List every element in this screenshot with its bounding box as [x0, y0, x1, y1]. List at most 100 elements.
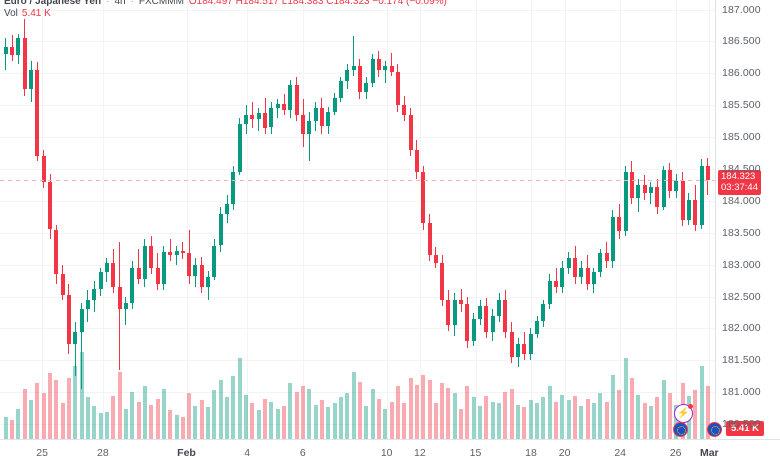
volume-bar — [338, 397, 343, 440]
volume-bar — [528, 400, 533, 440]
candle-body — [212, 245, 217, 278]
jpy-flag-icon[interactable] — [707, 422, 722, 437]
grid-line-horizontal — [0, 200, 716, 202]
symbol-title[interactable]: Euro / Japanese Yen — [4, 0, 102, 7]
time-axis-tick: 26 — [669, 447, 682, 459]
candle-wick — [384, 60, 386, 83]
candle-body — [554, 280, 558, 287]
volume-bar — [294, 391, 299, 440]
volume-bar — [408, 377, 413, 440]
volume-bar — [3, 417, 8, 440]
candle-body — [319, 108, 324, 126]
candle-body — [288, 84, 293, 111]
volume-bar — [307, 388, 312, 440]
volume-bar — [389, 401, 394, 440]
candle-wick — [258, 108, 260, 131]
volume-bar — [667, 393, 672, 440]
volume-bar — [319, 400, 324, 440]
candle-body — [301, 114, 305, 134]
candle-body — [29, 70, 33, 90]
volume-bar — [535, 403, 539, 440]
candle-body — [92, 288, 97, 300]
candle-body — [48, 181, 52, 230]
exchange-label[interactable]: FXCMMM — [138, 0, 184, 7]
volume-bar — [547, 386, 552, 440]
volume-bar — [617, 390, 622, 440]
plot-area[interactable] — [0, 0, 716, 440]
volume-bar — [168, 410, 173, 440]
candle-body — [161, 251, 166, 284]
volume-bar — [541, 397, 546, 440]
candle-body — [225, 204, 230, 214]
candle-body — [623, 172, 628, 232]
candle-body — [598, 253, 603, 273]
volume-bar — [161, 388, 166, 440]
grid-line-vertical — [102, 0, 104, 440]
volume-bar — [351, 371, 356, 440]
candle-body — [282, 103, 286, 111]
volume-bar — [212, 390, 217, 440]
lightning-icon[interactable]: ⚡ — [674, 404, 693, 423]
candle-body — [503, 299, 508, 332]
candle-body — [338, 81, 343, 98]
volume-bar — [301, 386, 305, 440]
volume-bar — [117, 371, 122, 440]
candle-body — [263, 112, 267, 128]
time-axis-tick: 20 — [558, 447, 571, 459]
candle-wick — [125, 296, 127, 326]
candle-body — [471, 318, 476, 342]
volume-bar — [699, 366, 704, 440]
volume-bar — [275, 408, 280, 440]
candle-body — [237, 124, 242, 173]
candle-body — [357, 65, 362, 93]
candle-body — [3, 46, 8, 55]
volume-bar — [199, 400, 204, 440]
volume-bar — [357, 381, 362, 440]
interval-label[interactable]: 4h — [114, 0, 126, 7]
price-axis[interactable]: 184.323 03:37:44 5.41 K 187.000 186.500 18… — [715, 0, 780, 440]
candle-body — [231, 172, 236, 205]
volume-bar — [566, 400, 571, 440]
volume-bar — [54, 380, 59, 440]
grid-line-horizontal — [0, 232, 716, 234]
volume-bar — [427, 380, 432, 440]
legend-separator-1: · — [106, 0, 110, 7]
volume-bar — [187, 393, 192, 440]
time-axis-tick: 25 — [36, 447, 48, 459]
volume-bar — [149, 404, 154, 440]
volume-bar — [92, 405, 97, 440]
candle-body — [674, 180, 679, 192]
candle-body — [41, 156, 46, 182]
candle-body — [459, 299, 464, 305]
volume-bar — [288, 383, 293, 440]
volume-bar — [370, 388, 375, 440]
volume-bar — [642, 403, 647, 440]
volume-bar — [376, 398, 381, 440]
candle-body — [579, 267, 584, 278]
volume-bar — [130, 391, 135, 440]
candle-body — [193, 264, 198, 277]
grid-line-vertical — [247, 0, 249, 440]
volume-bar — [104, 411, 109, 440]
candle-body — [149, 245, 154, 268]
volume-bar — [206, 407, 211, 440]
time-axis-tick: Mar — [699, 447, 719, 459]
time-axis-tick: 15 — [469, 447, 482, 459]
candle-body — [655, 186, 660, 208]
candle-body — [636, 184, 641, 198]
volume-bar — [85, 397, 90, 440]
candle-wick — [81, 302, 83, 389]
volume-bar — [180, 417, 185, 440]
eur-flag-icon[interactable] — [673, 422, 688, 437]
candlestick-series — [3, 19, 710, 389]
candle-body — [573, 258, 577, 278]
time-axis[interactable]: 25 28 Feb 4 6 10 12 15 18 20 24 26 Mar — [0, 439, 780, 470]
candle-wick — [308, 111, 310, 162]
volume-bar — [693, 390, 698, 440]
candle-body — [547, 280, 552, 305]
time-axis-tick: 10 — [380, 447, 393, 459]
candle-body — [478, 306, 483, 319]
candle-body — [206, 277, 211, 287]
candle-body — [16, 38, 21, 56]
volume-bar — [579, 405, 584, 440]
